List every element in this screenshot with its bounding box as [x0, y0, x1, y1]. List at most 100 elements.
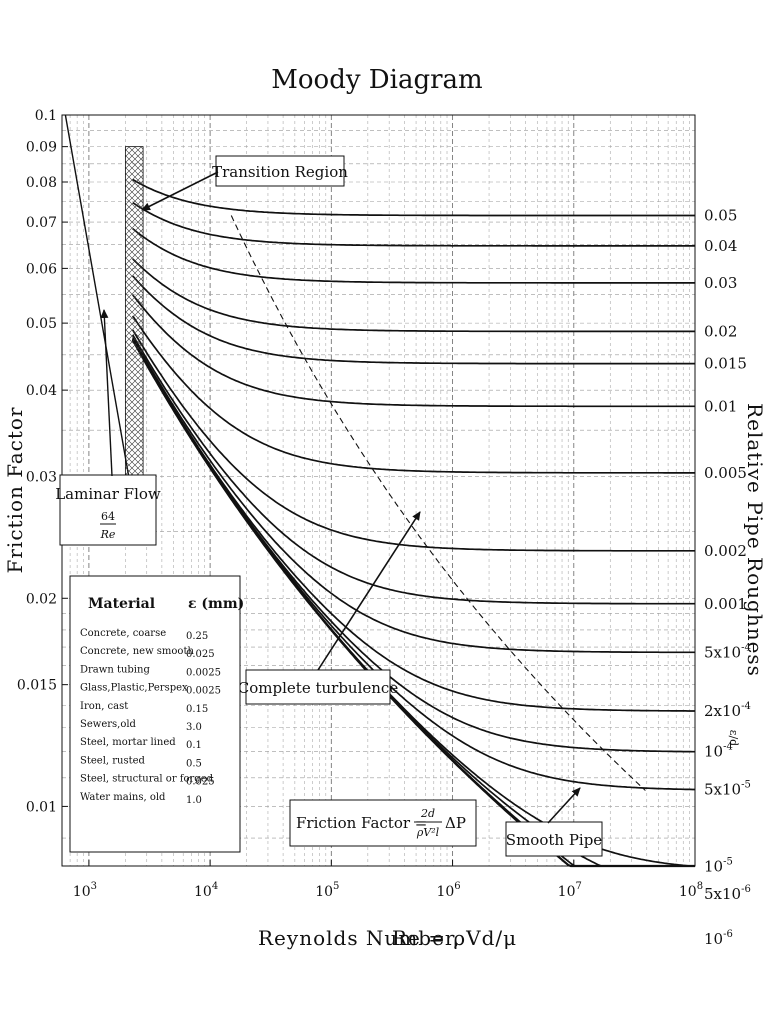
material-table-header-eps: ε (mm)	[188, 596, 244, 612]
laminar-flow-line	[64, 114, 134, 500]
complete-turbulence-boundary	[230, 215, 646, 791]
roughness-label: 5x10-4	[704, 642, 751, 661]
roughness-label: 0.03	[704, 274, 737, 292]
formula-box	[289, 799, 477, 847]
transition-region-box	[215, 155, 345, 187]
friction-curve	[131, 339, 695, 868]
x-tick-label: 103	[73, 881, 97, 900]
friction-curve	[132, 275, 695, 365]
material-name: Sewers,old	[80, 719, 137, 730]
y-tick-label: 0.05	[26, 316, 57, 332]
roughness-label: 0.01	[704, 397, 737, 415]
annotations: Transition Region Laminar Flow 64 Re Com…	[55, 155, 603, 857]
y-tick-label: 0.04	[26, 383, 57, 399]
y-tick-label: 0.03	[26, 470, 57, 486]
y-tick-label: 0.1	[35, 108, 57, 124]
material-roughness: 0.0025	[186, 686, 221, 697]
x-axis-label: Reynolds Number, Re = ρVd/μ	[258, 926, 517, 950]
roughness-label: 0.02	[704, 322, 737, 340]
transition-region-band	[124, 146, 144, 477]
roughness-label: 5x10-5	[704, 780, 751, 799]
y-tick-label: 0.01	[26, 799, 57, 815]
friction-curve	[132, 294, 695, 408]
roughness-label: 10-6	[704, 929, 733, 948]
roughness-label: 0.05	[704, 207, 737, 225]
formula-lhs: Friction Factor =	[296, 814, 427, 832]
material-table-header-material: Material	[88, 596, 155, 612]
friction-curve	[132, 201, 695, 247]
transition-arrow	[141, 171, 219, 211]
material-roughness: 0.025	[186, 777, 215, 788]
laminar-flow-box	[59, 474, 157, 546]
laminar-arrow	[100, 309, 113, 477]
material-name: Drawn tubing	[80, 664, 150, 675]
material-name: Steel, rusted	[80, 755, 146, 766]
y2-axis-symbol: ε/d	[727, 730, 740, 746]
smooth-pipe-label: Smooth Pipe	[506, 831, 603, 849]
x-tick-label: 107	[558, 881, 582, 900]
formula-denominator: ρV²l	[416, 826, 440, 839]
complete-turbulence-arrow	[317, 511, 421, 671]
laminar-flow-label: Laminar Flow	[55, 485, 161, 503]
material-roughness: 1.0	[186, 795, 202, 806]
roughness-label: 10-5	[704, 856, 733, 875]
roughness-label: 5x10-6	[704, 884, 751, 903]
roughness-label: 0.005	[704, 464, 747, 482]
friction-curve	[131, 338, 695, 712]
friction-curve	[131, 329, 695, 552]
friction-curve	[132, 228, 695, 284]
material-name: Water mains, old	[80, 792, 166, 803]
y-tick-label: 0.07	[26, 215, 57, 231]
material-name: Concrete, coarse	[80, 628, 166, 639]
y-tick-label: 0.09	[26, 140, 57, 156]
y2-axis-label: Relative Pipe Roughness	[743, 403, 767, 677]
formula-tail: ΔP	[445, 814, 466, 832]
roughness-label: 0.04	[704, 237, 737, 255]
y-tick-label: 0.02	[26, 591, 57, 607]
x-tick-label: 104	[194, 881, 218, 900]
y-tick-label: 0.06	[26, 261, 57, 277]
chart-title: Moody Diagram	[271, 65, 482, 95]
chart-marks	[64, 114, 646, 791]
x-axis-label-formula: Re = ρVd/μ	[392, 926, 517, 950]
material-table-box	[69, 575, 241, 853]
material-table-rows: Concrete, coarse 0.25 Concrete, new smooth…	[80, 628, 221, 806]
complete-turbulence-label: Complete turbulence	[238, 679, 399, 697]
roughness-label: 10-4	[704, 742, 733, 761]
formula-numerator: 2d	[420, 807, 435, 820]
roughness-label: 2x10-4	[704, 701, 751, 720]
axis-ticks: 103 104 105 106 107 108 0.1 0.09 0.08 0.07 0.06 0.0…	[17, 108, 703, 900]
smooth-pipe-arrow	[547, 787, 581, 824]
x-tick-label: 108	[679, 881, 703, 900]
friction-curve	[131, 336, 695, 654]
material-roughness: 0.5	[186, 758, 202, 769]
material-roughness: 0.0025	[186, 667, 221, 678]
x-tick-label: 106	[436, 881, 460, 900]
material-roughness: 3.0	[186, 722, 202, 733]
material-roughness: 0.025	[186, 649, 215, 660]
material-table: Material ε (mm) Concrete, coarse 0.25Conc…	[69, 575, 244, 853]
y-tick-label: 0.015	[17, 678, 57, 694]
material-name: Glass,Plastic,Perspex	[80, 683, 188, 694]
material-name: Concrete, new smooth	[80, 646, 194, 657]
smooth-pipe-box	[505, 821, 603, 857]
material-name: Steel, mortar lined	[80, 737, 176, 748]
laminar-flow-denominator: Re	[100, 528, 116, 541]
material-roughness: 0.1	[186, 740, 202, 751]
laminar-flow-numerator: 64	[101, 510, 115, 523]
material-roughness: 0.15	[186, 704, 208, 715]
y-tick-label: 0.08	[26, 175, 57, 191]
roughness-label: 0.002	[704, 542, 747, 560]
friction-curve	[132, 258, 695, 333]
transition-region-label: Transition Region	[212, 163, 348, 181]
x-axis-label-text: Reynolds Number,	[258, 926, 461, 950]
friction-curve	[131, 334, 695, 605]
x-tick-label: 105	[315, 881, 339, 900]
roughness-labels: 0.05 0.04 0.03 0.02 0.015 0.01 0.005 0.002 0.001…	[704, 207, 751, 948]
friction-curve	[132, 178, 695, 217]
roughness-label: 0.015	[704, 355, 747, 373]
y-axis-label: Friction Factor	[3, 406, 27, 573]
roughness-label: 0.001	[704, 595, 747, 613]
material-name: Iron, cast	[80, 701, 128, 712]
